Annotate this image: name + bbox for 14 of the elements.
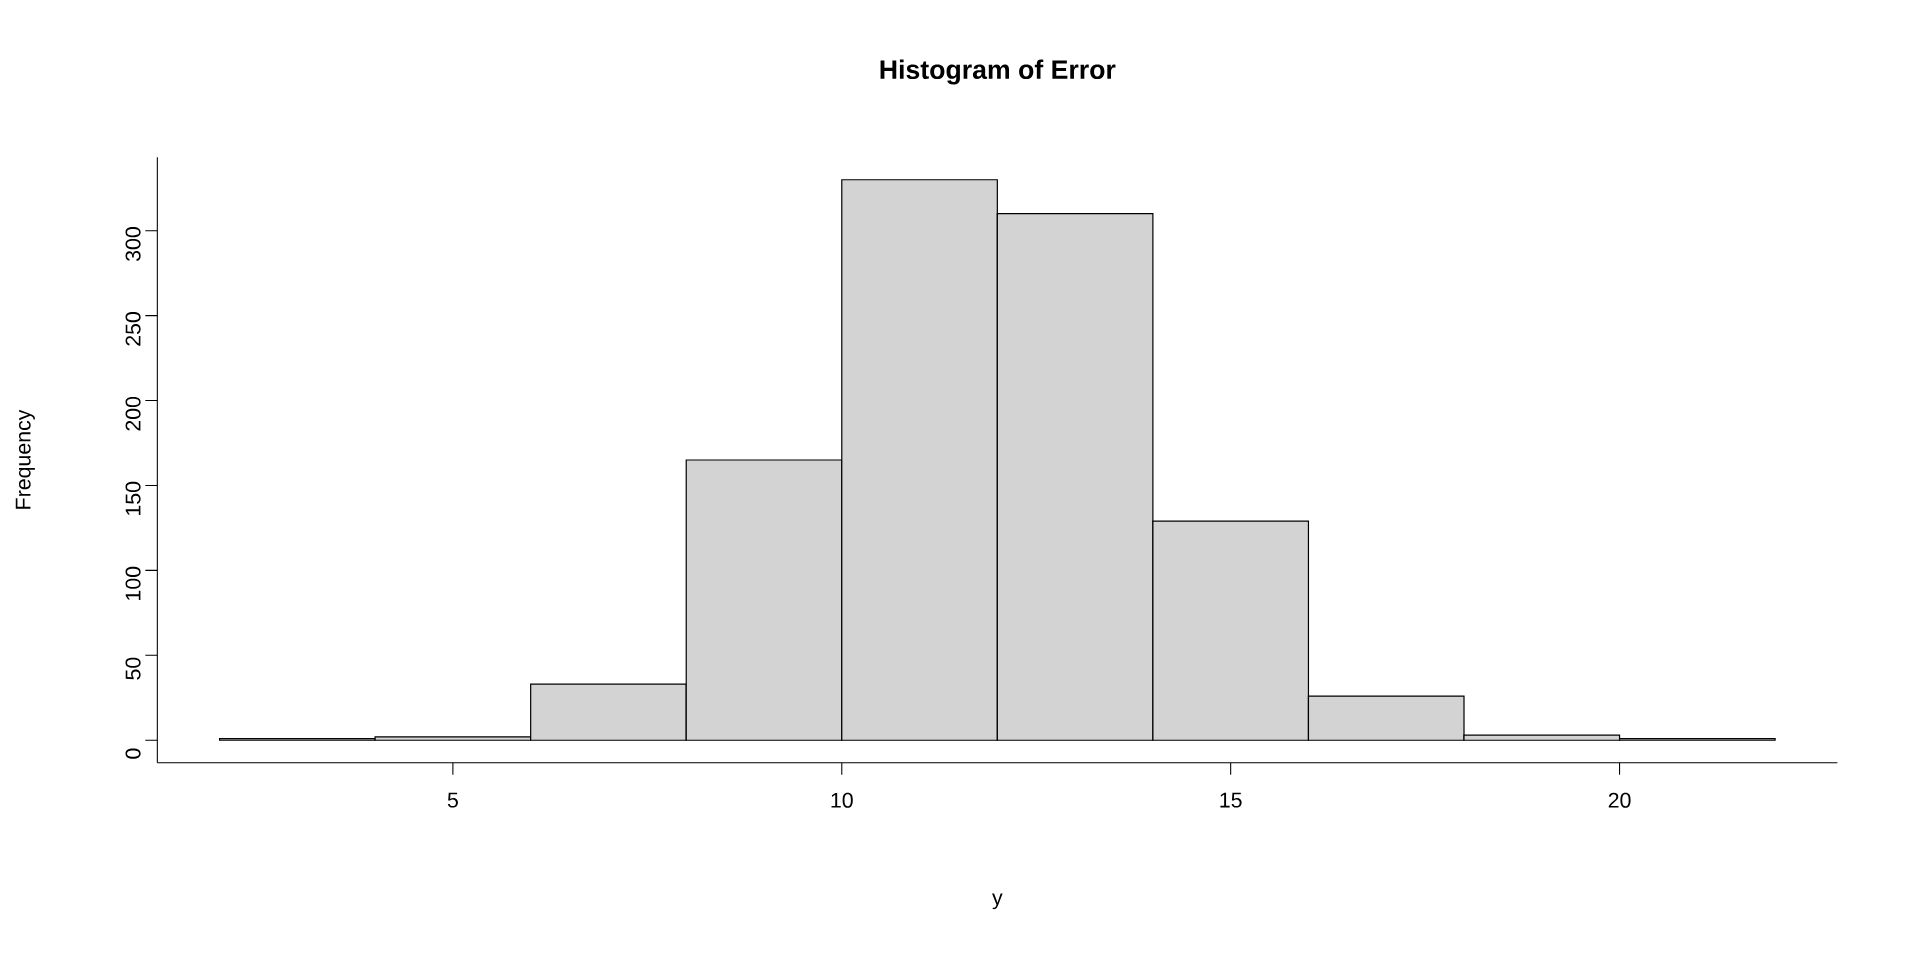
- y-tick-label: 50: [125, 657, 141, 680]
- x-tick-label: 15: [1220, 792, 1242, 808]
- y-tick-label: 100: [125, 566, 141, 600]
- x-tick-label: 20: [1608, 792, 1631, 808]
- chart-title: Histogram of Error: [880, 59, 1116, 85]
- x-tick-label: 5: [447, 792, 458, 808]
- x-axis-title: y: [992, 893, 1003, 910]
- y-tick-label: 250: [125, 312, 141, 346]
- x-tick-label: 10: [831, 792, 853, 808]
- y-axis-title: Frequency: [15, 409, 35, 509]
- y-tick-label: 200: [125, 396, 141, 431]
- y-tick-label: 300: [125, 227, 141, 262]
- y-tick-label: 150: [125, 481, 141, 515]
- y-tick-label: 0: [125, 748, 141, 759]
